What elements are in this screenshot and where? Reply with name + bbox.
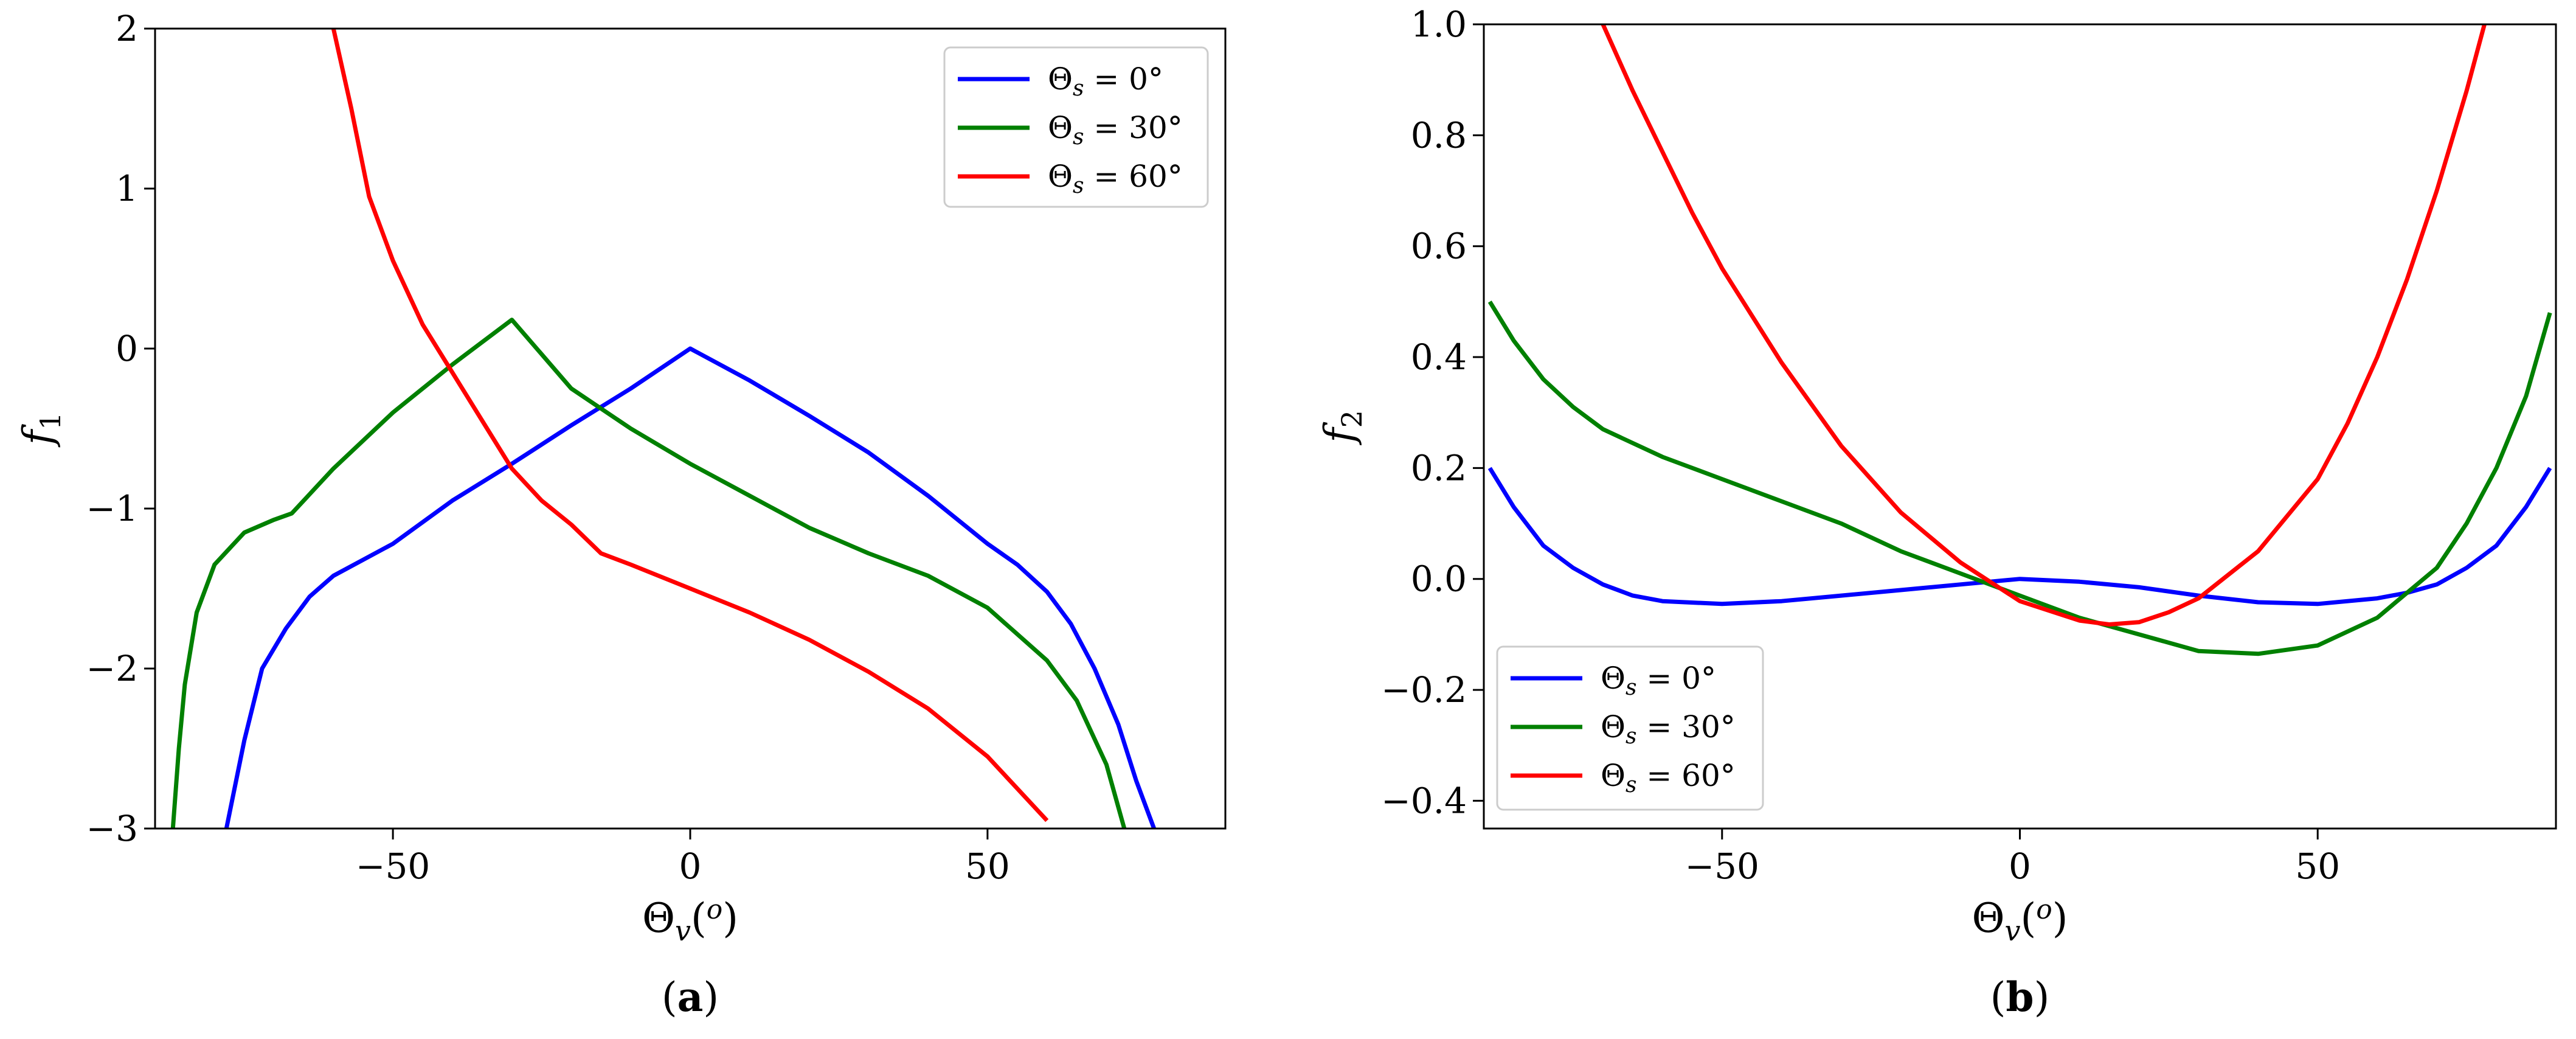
legend-box [1496, 645, 1764, 811]
legend-label: Θs = 60° [1601, 758, 1736, 797]
y-tick-label: 0 [116, 328, 138, 369]
x-tick-label: 0 [2009, 846, 2031, 887]
y-tick-label: −2 [86, 648, 139, 689]
series-line-2 [331, 29, 1049, 822]
x-axis-label: Θv(o) [642, 894, 738, 947]
series-line-0 [224, 346, 1156, 829]
x-tick-label: 50 [965, 846, 1010, 887]
y-tick-label: 0.4 [1411, 336, 1467, 378]
series-line-0 [1487, 467, 2552, 606]
chart-panel-b: −50 0 50 −0.4 −0.2 0.0 0.2 0.4 0.6 0.8 1.0 Θv(o) f2 (… [1316, 4, 2557, 1021]
legend-label: Θs = 30° [1601, 709, 1736, 749]
y-tick-label: 0.8 [1411, 114, 1467, 156]
legend-label: Θs = 60° [1048, 159, 1183, 198]
x-tick-label: 0 [679, 846, 702, 887]
series-line-1 [170, 318, 1127, 829]
y-tick-label: −0.2 [1381, 669, 1467, 711]
legend: Θs = 0° Θs = 30° Θs = 60° [943, 46, 1209, 208]
series-line-1 [1487, 301, 2552, 656]
y-tick-label: 2 [116, 8, 138, 49]
panel-label: (a) [662, 973, 719, 1021]
y-tick-label: 0.6 [1411, 226, 1467, 267]
legend: Θs = 0° Θs = 30° Θs = 60° [1496, 645, 1764, 811]
panel-label: (b) [1990, 973, 2050, 1021]
legend-label: Θs = 0° [1601, 661, 1716, 700]
series-line-2 [1601, 24, 2487, 627]
legend-box [943, 46, 1209, 208]
y-tick-label: 1.0 [1411, 4, 1467, 45]
chart-panel-a: −50 0 50 −3 −2 −1 0 1 2 Θv(o) f1 (a) Θs = 0° Θs = 30°… [15, 8, 1227, 1021]
y-tick-label: −3 [86, 808, 139, 849]
y-tick-label: 1 [116, 168, 138, 209]
y-axis-label: f1 [15, 412, 67, 448]
x-tick-label: 50 [2295, 846, 2340, 887]
y-tick-label: 0.0 [1411, 558, 1467, 600]
y-axis-label: f2 [1316, 410, 1368, 446]
x-axis-label: Θv(o) [1972, 894, 2068, 947]
legend-label: Θs = 30° [1048, 110, 1183, 150]
x-tick-label: −50 [1685, 846, 1759, 887]
y-tick-label: −0.4 [1381, 780, 1467, 821]
y-tick-label: 0.2 [1411, 447, 1467, 488]
y-tick-label: −1 [86, 488, 139, 529]
legend-label: Θs = 0° [1048, 61, 1163, 101]
x-tick-label: −50 [356, 846, 430, 887]
